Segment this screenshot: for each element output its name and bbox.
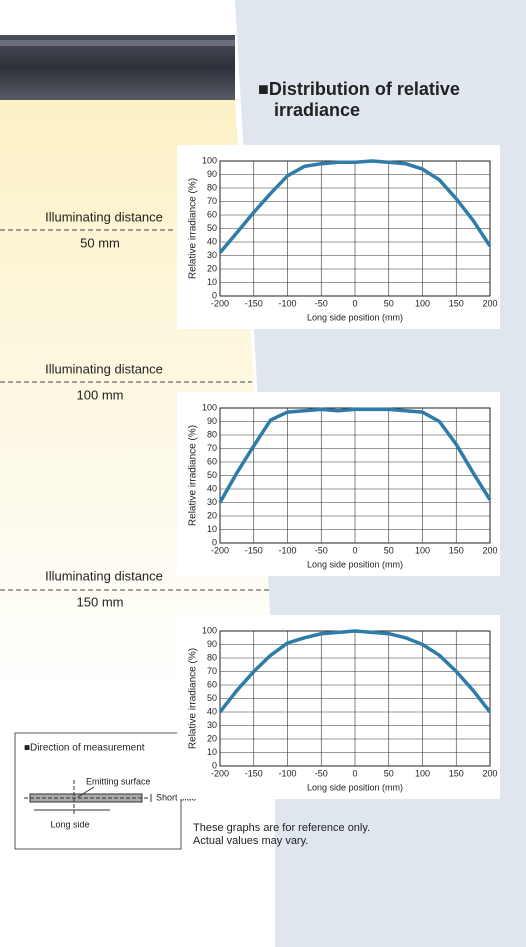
- y-tick-label: 60: [207, 456, 217, 466]
- y-tick-label: 20: [207, 263, 217, 273]
- diagram-leader: [77, 786, 95, 798]
- y-tick-label: 50: [207, 223, 217, 233]
- y-tick-label: 90: [207, 169, 217, 179]
- x-tick-label: -50: [315, 298, 328, 308]
- y-tick-label: 70: [207, 196, 217, 206]
- distance-label: Illuminating distance: [45, 568, 163, 583]
- y-axis-label: Relative irradiance (%): [188, 425, 199, 526]
- y-tick-label: 10: [207, 524, 217, 534]
- x-tick-label: -100: [278, 545, 296, 555]
- y-tick-label: 50: [207, 470, 217, 480]
- y-tick-label: 20: [207, 510, 217, 520]
- y-tick-label: 100: [202, 625, 217, 635]
- y-tick-label: 90: [207, 416, 217, 426]
- y-tick-label: 80: [207, 182, 217, 192]
- data-line: [218, 629, 492, 714]
- measurement-box: [14, 732, 182, 850]
- data-line: [218, 159, 492, 254]
- y-tick-label: 80: [207, 652, 217, 662]
- y-tick-label: 40: [207, 706, 217, 716]
- y-tick-label: 100: [202, 402, 217, 412]
- y-tick-label: 30: [207, 497, 217, 507]
- y-tick-label: 70: [207, 666, 217, 676]
- emitting-label: Emitting surface: [86, 776, 151, 786]
- y-axis-label: Relative irradiance (%): [188, 648, 199, 749]
- long-label: Long side: [50, 819, 89, 829]
- x-tick-label: 0: [352, 298, 357, 308]
- y-tick-label: 100: [202, 155, 217, 165]
- y-tick-label: 10: [207, 747, 217, 757]
- y-tick-label: 40: [207, 236, 217, 246]
- x-tick-label: -150: [245, 298, 263, 308]
- x-tick-label: 200: [482, 545, 497, 555]
- chart: 0 10 20 30 40 50 60 70 80 90 100 -200 -150 -100 -50 0 50…: [177, 145, 500, 329]
- chart: 0 10 20 30 40 50 60 70 80 90 100 -200 -150 -100 -50 0 50…: [177, 392, 500, 576]
- x-tick-label: 200: [482, 768, 497, 778]
- x-tick-label: 150: [449, 298, 464, 308]
- y-tick-label: 30: [207, 720, 217, 730]
- distance-label: Illuminating distance: [45, 361, 163, 376]
- x-tick-label: 50: [384, 768, 394, 778]
- x-tick-label: -200: [211, 298, 229, 308]
- light-bar-edge: [0, 40, 235, 46]
- x-tick-label: 100: [415, 545, 430, 555]
- x-tick-label: -200: [211, 545, 229, 555]
- short-label: Short side: [156, 792, 197, 802]
- distance-value: 100 mm: [77, 387, 124, 402]
- x-tick-label: -200: [211, 768, 229, 778]
- x-tick-label: -100: [278, 298, 296, 308]
- y-tick-label: 30: [207, 250, 217, 260]
- x-tick-label: -50: [315, 545, 328, 555]
- y-axis-label: Relative irradiance (%): [188, 178, 199, 279]
- x-tick-label: 200: [482, 298, 497, 308]
- note-line: These graphs are for reference only.: [193, 822, 370, 834]
- x-tick-label: 0: [352, 545, 357, 555]
- x-tick-label: 50: [384, 545, 394, 555]
- section-title: ■Distribution of relative irradiance: [258, 79, 460, 120]
- y-tick-label: 80: [207, 429, 217, 439]
- x-tick-label: -150: [245, 768, 263, 778]
- distance-label: Illuminating distance: [45, 209, 163, 224]
- chart: 0 10 20 30 40 50 60 70 80 90 100 -200 -150 -100 -50 0 50…: [177, 615, 500, 799]
- x-tick-label: 150: [449, 768, 464, 778]
- note-line: Actual values may vary.: [193, 835, 308, 847]
- x-axis-label: Long side position (mm): [307, 559, 403, 569]
- x-tick-label: -150: [245, 545, 263, 555]
- y-tick-label: 60: [207, 209, 217, 219]
- y-tick-label: 70: [207, 443, 217, 453]
- y-tick-label: 90: [207, 639, 217, 649]
- x-tick-label: -50: [315, 768, 328, 778]
- x-tick-label: 150: [449, 545, 464, 555]
- y-tick-label: 0: [212, 290, 217, 300]
- x-axis-label: Long side position (mm): [307, 782, 403, 792]
- x-tick-label: 0: [352, 768, 357, 778]
- x-tick-label: 100: [415, 298, 430, 308]
- y-tick-label: 0: [212, 760, 217, 770]
- x-axis-label: Long side position (mm): [307, 312, 403, 322]
- chart-panel: [177, 615, 500, 799]
- chart-panel: [177, 145, 500, 329]
- y-tick-label: 10: [207, 277, 217, 287]
- measurement-title: ■Direction of measurement: [24, 743, 145, 754]
- x-tick-label: 50: [384, 298, 394, 308]
- y-tick-label: 50: [207, 693, 217, 703]
- data-line: [218, 407, 492, 504]
- x-tick-label: 100: [415, 768, 430, 778]
- y-tick-label: 20: [207, 733, 217, 743]
- y-tick-label: 60: [207, 679, 217, 689]
- x-tick-label: -100: [278, 768, 296, 778]
- y-tick-label: 0: [212, 537, 217, 547]
- distance-value: 50 mm: [80, 235, 120, 250]
- distance-value: 150 mm: [77, 594, 124, 609]
- y-tick-label: 40: [207, 483, 217, 493]
